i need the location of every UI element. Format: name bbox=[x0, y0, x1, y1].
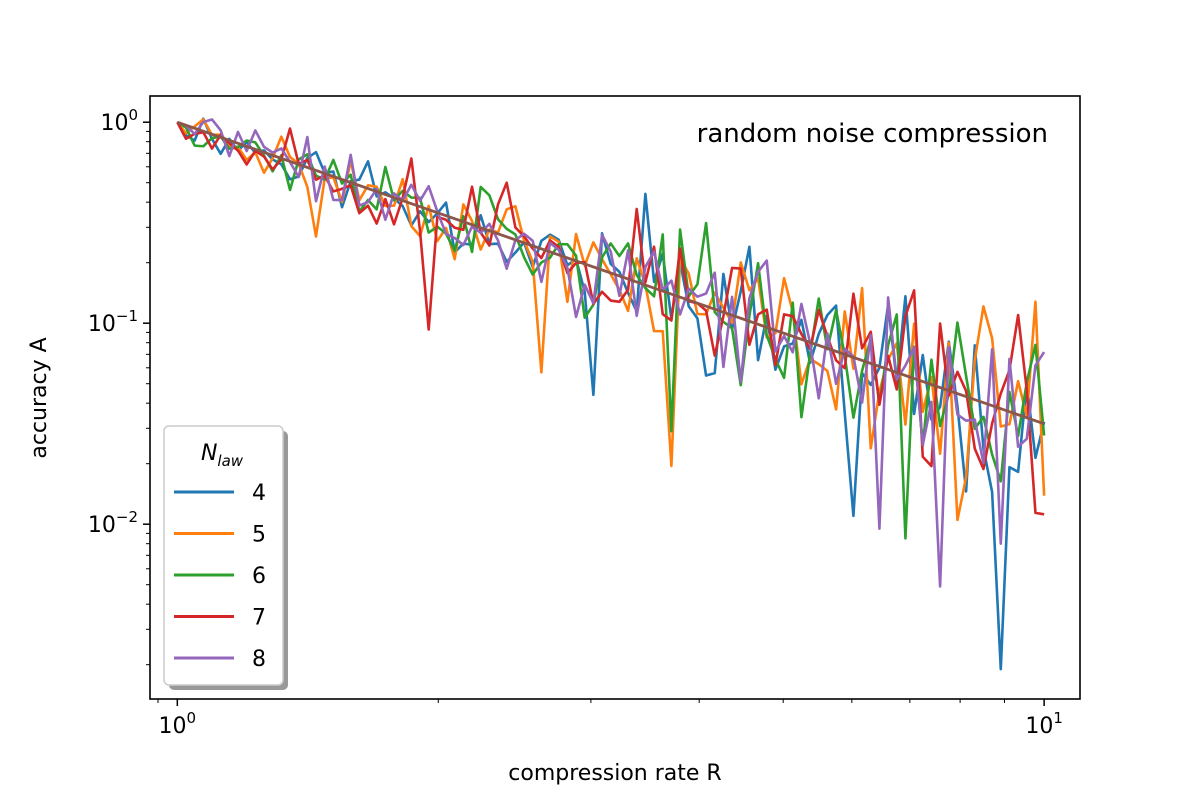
fit-line bbox=[176, 120, 1045, 426]
tick-base: 10 bbox=[88, 312, 116, 337]
tick-base: 10 bbox=[1025, 714, 1053, 739]
x-tick-label: 100 bbox=[159, 709, 197, 739]
y-tick-label: 10−2 bbox=[88, 508, 138, 538]
tick-base: 10 bbox=[159, 714, 187, 739]
axes-frame bbox=[149, 95, 1081, 700]
tick-base: 10 bbox=[100, 111, 128, 136]
y-tick-label: 10−1 bbox=[88, 307, 138, 337]
legend-title-base: N bbox=[201, 441, 217, 466]
legend-title-sub: law bbox=[217, 452, 243, 470]
tick-exponent: −1 bbox=[116, 307, 138, 325]
x-axis-label: compression rate R bbox=[508, 761, 721, 786]
x-tick-label: 101 bbox=[1025, 709, 1063, 739]
tick-exponent: 1 bbox=[1053, 709, 1063, 727]
tick-exponent: 0 bbox=[128, 106, 138, 124]
legend-label-5: 5 bbox=[252, 523, 266, 548]
legend-label-4: 4 bbox=[252, 481, 266, 506]
tick-exponent: 0 bbox=[187, 709, 197, 727]
legend-title: Nlaw bbox=[201, 441, 244, 470]
series-layer bbox=[176, 117, 1046, 671]
y-axis-label: accuracy A bbox=[27, 337, 52, 458]
tick-base: 10 bbox=[88, 513, 116, 538]
legend-items: 4 5 6 7 8 bbox=[174, 481, 266, 672]
legend-label-7: 7 bbox=[252, 606, 266, 631]
tick-exponent: −2 bbox=[116, 508, 138, 526]
series-line-4 bbox=[176, 117, 1046, 671]
chart-annotation: random noise compression bbox=[697, 119, 1048, 149]
legend-label-8: 8 bbox=[252, 647, 266, 672]
y-tick-label: 100 bbox=[100, 106, 138, 136]
legend-label-6: 6 bbox=[252, 564, 266, 589]
legend: Nlaw 4 5 6 7 8 bbox=[163, 425, 288, 690]
